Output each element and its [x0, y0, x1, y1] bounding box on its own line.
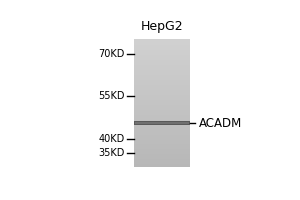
Bar	[135, 122, 189, 124]
Text: HepG2: HepG2	[141, 20, 183, 33]
Text: 35KD: 35KD	[98, 148, 125, 158]
Bar	[134, 121, 190, 125]
Text: 70KD: 70KD	[98, 49, 125, 59]
Text: ACADM: ACADM	[199, 117, 242, 130]
Text: 55KD: 55KD	[98, 91, 125, 101]
Text: 40KD: 40KD	[98, 134, 125, 144]
